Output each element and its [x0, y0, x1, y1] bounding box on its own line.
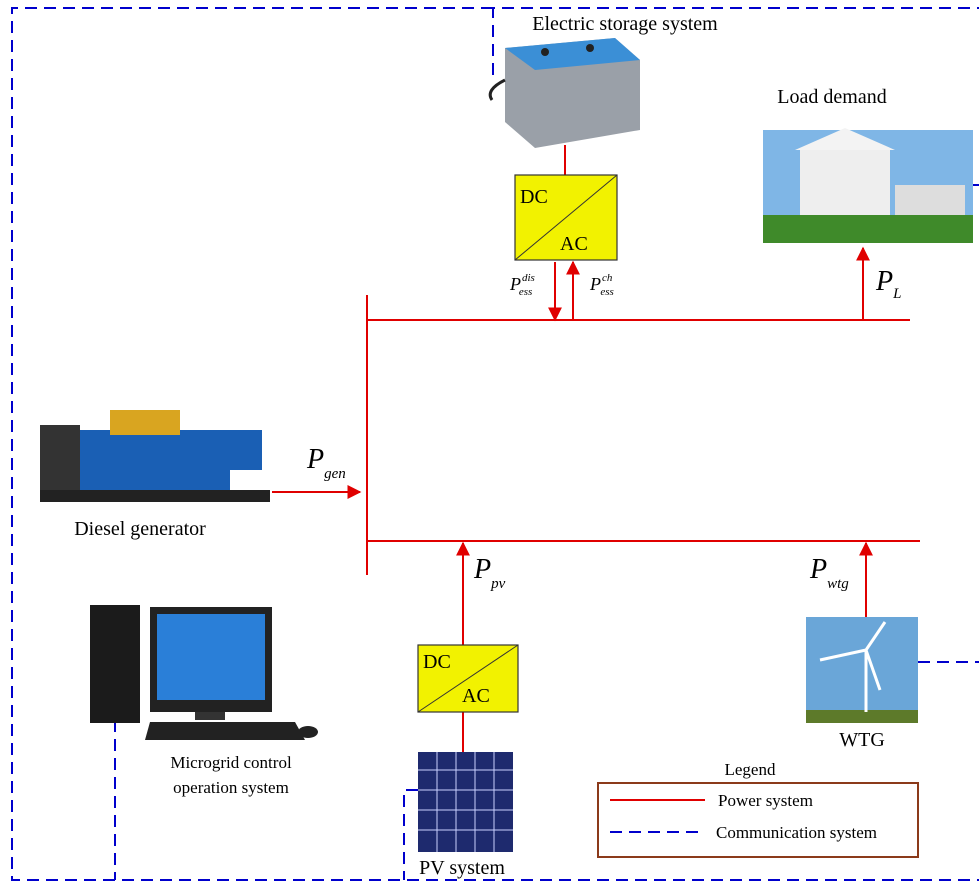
wtg-label: WTG	[839, 729, 885, 751]
converter-bottom: AC	[560, 233, 588, 255]
battery-icon	[490, 38, 640, 148]
legend-item: Communication system	[716, 823, 877, 842]
converter: DC AC	[418, 645, 518, 712]
legend-item: Power system	[718, 791, 813, 810]
converter-top: DC	[520, 186, 548, 208]
flow-label: Pwtg	[809, 554, 849, 592]
converter-bottom: AC	[462, 685, 490, 707]
load-icon	[763, 128, 973, 243]
legend-title: Legend	[725, 760, 776, 779]
control-label: Microgrid control	[170, 753, 292, 772]
control-label: operation system	[173, 778, 289, 797]
computer-icon	[90, 605, 318, 740]
storage-label: Electric storage system	[532, 13, 718, 35]
pv-label: PV system	[419, 857, 505, 879]
diagram: Electric storage system Load demand DC A…	[0, 0, 979, 884]
generator-icon	[40, 410, 270, 502]
load-label: Load demand	[777, 86, 886, 108]
flow-label: Ppv	[473, 554, 506, 592]
flow-label: PL	[875, 266, 901, 302]
generator-label: Diesel generator	[74, 518, 206, 540]
converter-top: DC	[423, 651, 451, 673]
pv-icon	[418, 752, 513, 852]
flow-label: Pgen	[306, 444, 346, 482]
converter: DC AC	[515, 175, 617, 260]
wtg-icon	[806, 617, 918, 723]
